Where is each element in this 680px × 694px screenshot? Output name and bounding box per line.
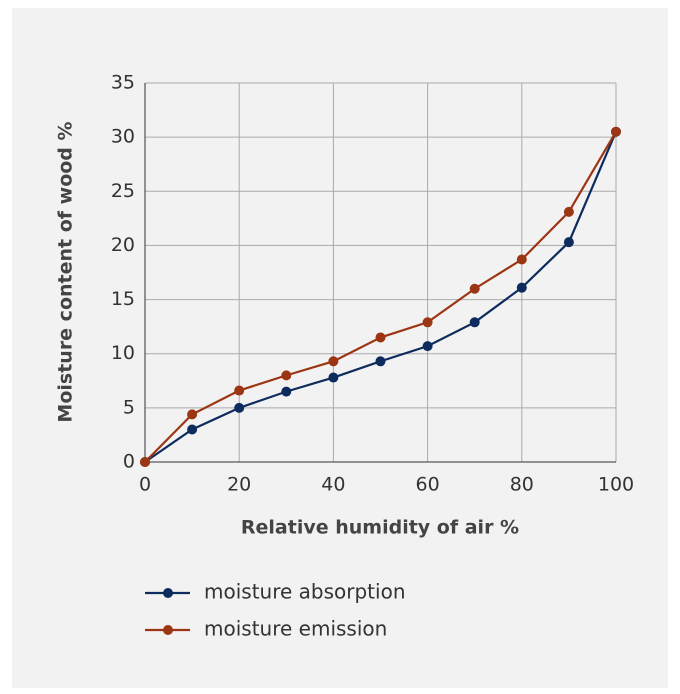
data-point — [234, 402, 245, 413]
y-axis-label: Moisture content of wood % — [55, 121, 77, 422]
data-point — [516, 254, 527, 265]
data-point — [187, 409, 198, 420]
y-tick-label: 5 — [123, 396, 135, 418]
data-point — [375, 356, 386, 367]
legend-marker — [163, 588, 173, 598]
data-point — [281, 370, 292, 381]
data-point — [187, 424, 198, 435]
data-point — [422, 317, 433, 328]
data-point — [328, 372, 339, 383]
data-point — [563, 206, 574, 217]
y-tick-label: 10 — [111, 342, 135, 364]
y-tick-label: 20 — [111, 234, 135, 256]
x-tick-label: 20 — [227, 474, 251, 496]
y-tick-label: 35 — [111, 72, 135, 94]
legend-marker — [163, 625, 173, 635]
legend-label: moisture emission — [204, 617, 387, 641]
x-tick-label: 60 — [416, 474, 440, 496]
data-point — [422, 341, 433, 352]
data-point — [375, 332, 386, 343]
data-point — [234, 385, 245, 396]
y-tick-label: 15 — [111, 288, 135, 310]
data-point — [563, 237, 574, 248]
y-tick-label: 0 — [123, 451, 135, 473]
data-point — [611, 126, 621, 137]
data-point — [140, 457, 150, 467]
y-tick-label: 25 — [111, 180, 135, 202]
x-tick-label: 0 — [139, 474, 151, 496]
data-point — [328, 356, 339, 367]
panel — [12, 8, 668, 688]
x-tick-label: 40 — [321, 474, 345, 496]
y-tick-label: 30 — [111, 126, 135, 148]
x-axis-label: Relative humidity of air % — [241, 517, 519, 539]
legend-label: moisture absorption — [204, 580, 406, 604]
data-point — [281, 386, 292, 397]
x-tick-label: 80 — [510, 474, 534, 496]
data-point — [469, 283, 480, 294]
x-tick-label: 100 — [598, 474, 634, 496]
data-point — [516, 282, 527, 293]
data-point — [469, 317, 480, 328]
